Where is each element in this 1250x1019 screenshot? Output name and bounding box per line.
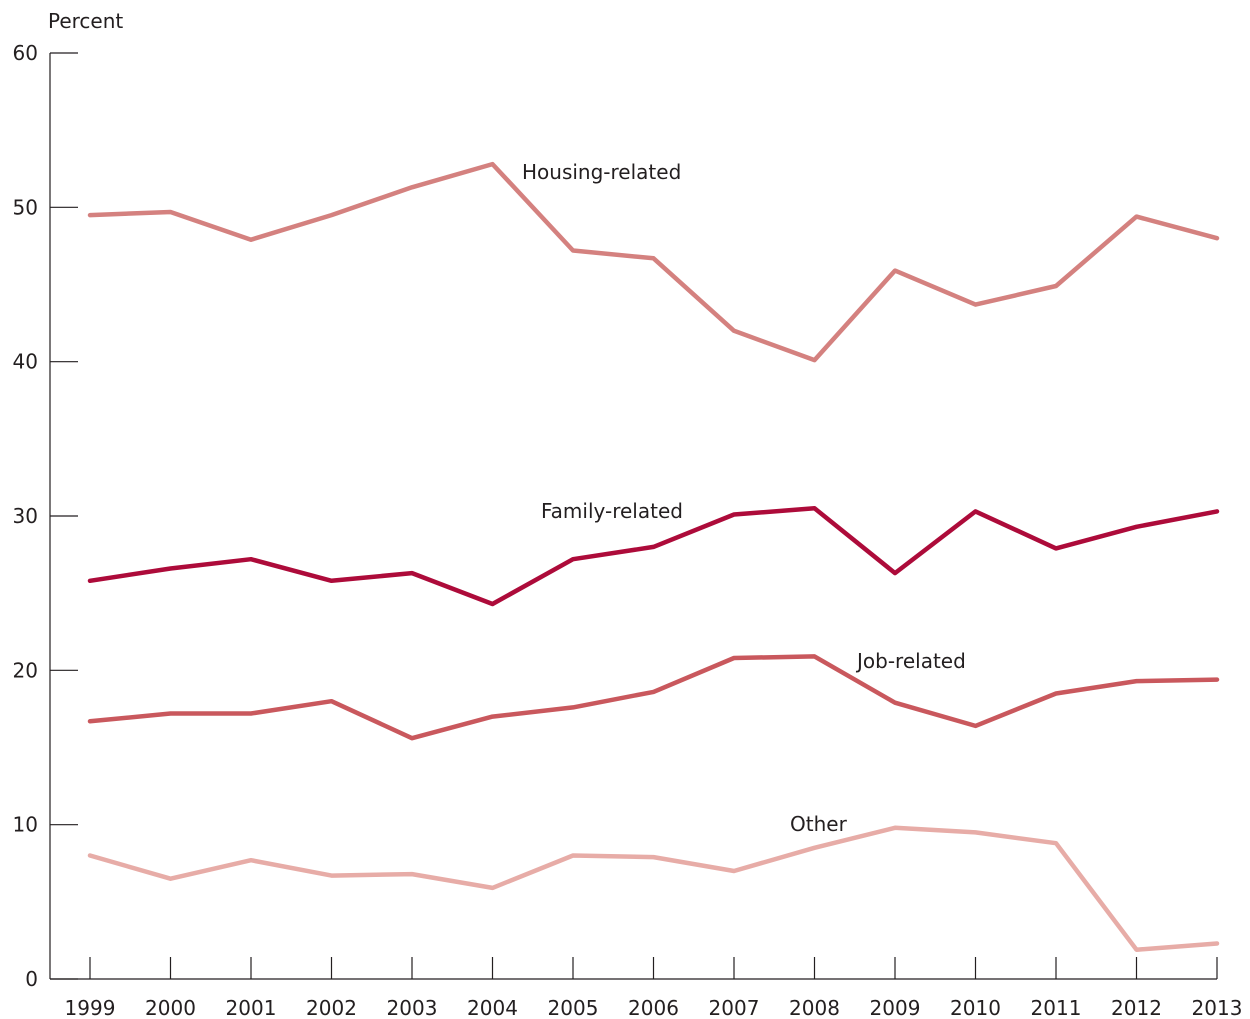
y-axis-title: Percent <box>48 9 123 33</box>
series-line-other <box>87 825 1220 952</box>
x-tick-label: 2010 <box>950 996 1001 1019</box>
x-tick-label: 2002 <box>306 996 357 1019</box>
series-line-housing-related <box>87 161 1220 363</box>
series-line-family-related <box>87 506 1220 607</box>
series-line-job-related <box>87 654 1220 741</box>
y-tick-label: 60 <box>13 41 38 65</box>
y-tick-label: 20 <box>13 658 38 682</box>
series-label-housing-related: Housing-related <box>522 160 681 184</box>
x-tick-label: 2006 <box>628 996 679 1019</box>
y-tick-label: 50 <box>13 195 38 219</box>
x-tick-label: 2001 <box>226 996 277 1019</box>
series-label-family-related: Family-related <box>541 499 683 523</box>
series-label-other: Other <box>790 812 848 836</box>
x-tick-label: 2009 <box>870 996 921 1019</box>
x-tick-label: 2008 <box>789 996 840 1019</box>
series-label-job-related: Job-related <box>855 649 966 673</box>
series-group <box>87 161 1220 952</box>
axes: 0 10 20 30 40 50 60 1999 2000 2001 2002 2003 2004 200… <box>13 41 1243 1019</box>
x-tick-label: 2005 <box>548 996 599 1019</box>
series-labels: Housing-related Family-related Job-related… <box>522 160 966 836</box>
y-tick-label: 0 <box>25 967 38 991</box>
x-tick-label: 2013 <box>1192 996 1243 1019</box>
x-tick-label: 2007 <box>709 996 760 1019</box>
x-tick-label: 2000 <box>145 996 196 1019</box>
x-tick-label: 2003 <box>387 996 438 1019</box>
x-tick-label: 2011 <box>1031 996 1082 1019</box>
x-tick-label: 1999 <box>65 996 116 1019</box>
y-tick-label: 30 <box>13 504 38 528</box>
x-tick-label: 2004 <box>467 996 518 1019</box>
y-tick-label: 10 <box>13 813 38 837</box>
y-tick-label: 40 <box>13 350 38 374</box>
x-tick-label: 2012 <box>1111 996 1162 1019</box>
